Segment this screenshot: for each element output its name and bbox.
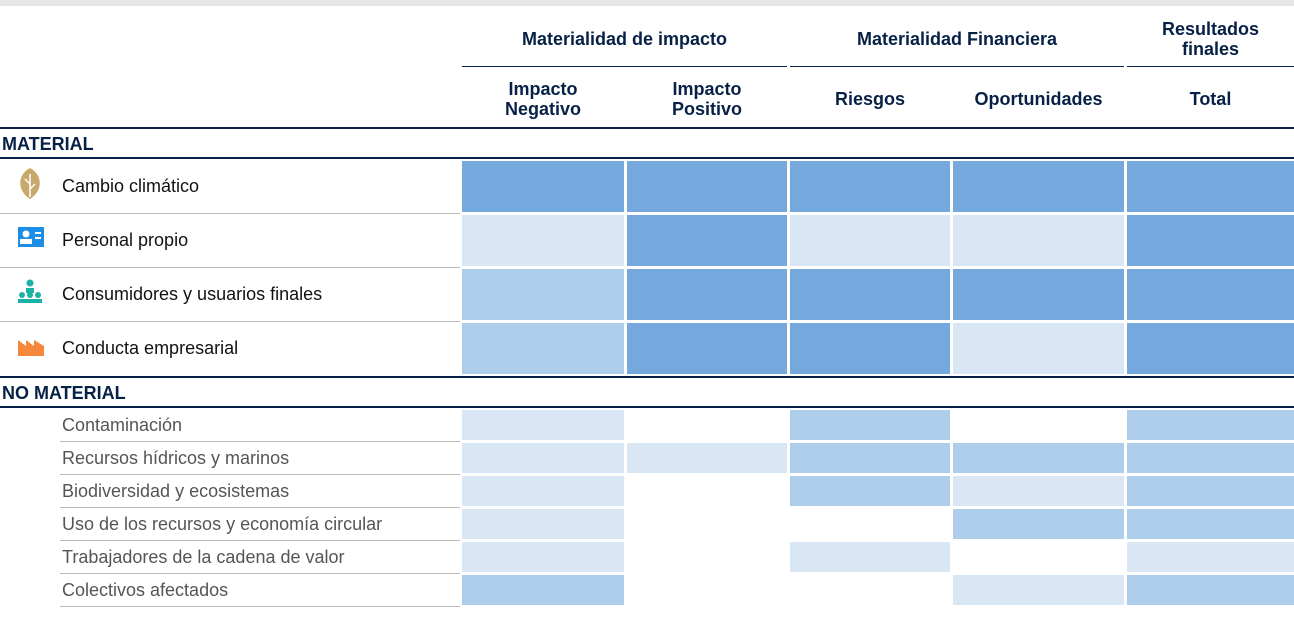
- cell: [953, 476, 1124, 506]
- cell: [1127, 215, 1294, 266]
- cell: [627, 476, 787, 506]
- cell: [462, 410, 624, 440]
- cell: [953, 323, 1124, 374]
- cell: [790, 161, 950, 212]
- cell: [1127, 410, 1294, 440]
- rule: [0, 127, 1294, 129]
- cell: [462, 575, 624, 605]
- row-label: Conducta empresarial: [62, 338, 239, 358]
- group-rule: [1127, 66, 1294, 67]
- cell: [1127, 476, 1294, 506]
- cell: [627, 410, 787, 440]
- cell: [790, 509, 950, 539]
- cell: [953, 542, 1124, 572]
- column-header: Riesgos: [834, 89, 906, 109]
- cell: [627, 323, 787, 374]
- cell: [627, 215, 787, 266]
- row-rule: [60, 606, 460, 607]
- section-title: MATERIAL: [2, 134, 94, 154]
- row-label: Recursos hídricos y marinos: [62, 447, 290, 468]
- cell: [790, 323, 950, 374]
- cell: [462, 542, 624, 572]
- row-rule: [60, 441, 460, 442]
- cell: [1127, 161, 1294, 212]
- cell: [1127, 443, 1294, 473]
- cell: [790, 542, 950, 572]
- cell: [462, 269, 624, 320]
- row-label: Uso de los recursos y economía circular: [62, 513, 383, 534]
- cell: [953, 215, 1124, 266]
- cell: [953, 575, 1124, 605]
- column-header: Impacto Positivo: [671, 79, 742, 119]
- cell: [627, 575, 787, 605]
- cell: [953, 410, 1124, 440]
- cell: [1127, 269, 1294, 320]
- cell: [462, 161, 624, 212]
- people-icon: [18, 279, 42, 303]
- rule: [0, 376, 1294, 378]
- top-strip: [0, 0, 1294, 6]
- cell: [627, 443, 787, 473]
- cell: [790, 575, 950, 605]
- rule: [0, 157, 1294, 159]
- group-header: Materialidad Financiera: [856, 29, 1058, 49]
- factory-icon: [18, 340, 44, 356]
- row-rule: [60, 474, 460, 475]
- cell: [627, 269, 787, 320]
- column-header: Oportunidades: [974, 89, 1103, 109]
- row-rule: [60, 507, 460, 508]
- row-rule: [60, 540, 460, 541]
- row-rule: [0, 321, 460, 322]
- cell: [627, 509, 787, 539]
- row-label: Cambio climático: [62, 176, 200, 196]
- cell: [953, 509, 1124, 539]
- row-label: Consumidores y usuarios finales: [62, 284, 323, 304]
- cell: [1127, 509, 1294, 539]
- row-label: Trabajadores de la cadena de valor: [62, 546, 345, 567]
- cell: [1127, 575, 1294, 605]
- row-label: Colectivos afectados: [62, 579, 229, 600]
- section-title: NO MATERIAL: [2, 383, 126, 403]
- cell: [790, 410, 950, 440]
- cell: [462, 215, 624, 266]
- row-rule: [0, 213, 460, 214]
- cell: [953, 443, 1124, 473]
- cell: [790, 215, 950, 266]
- cell: [790, 443, 950, 473]
- cell: [462, 509, 624, 539]
- cell: [1127, 323, 1294, 374]
- cell: [462, 476, 624, 506]
- row-rule: [0, 267, 460, 268]
- cell: [462, 323, 624, 374]
- cell: [953, 161, 1124, 212]
- row-label: Contaminación: [62, 414, 183, 435]
- cell: [953, 269, 1124, 320]
- cell: [1127, 542, 1294, 572]
- row-label: Biodiversidad y ecosistemas: [62, 480, 290, 501]
- row-rule: [60, 573, 460, 574]
- cell: [790, 476, 950, 506]
- group-rule: [462, 66, 787, 67]
- cell: [627, 542, 787, 572]
- column-header: Impacto Negativo: [504, 79, 582, 119]
- cell: [462, 443, 624, 473]
- cell: [790, 269, 950, 320]
- group-header: Materialidad de impacto: [521, 29, 728, 49]
- group-header: Resultados finales: [1161, 19, 1260, 59]
- column-header: Total: [1189, 89, 1232, 109]
- group-rule: [790, 66, 1124, 67]
- row-label: Personal propio: [62, 230, 189, 250]
- rule: [0, 406, 1294, 408]
- cell: [627, 161, 787, 212]
